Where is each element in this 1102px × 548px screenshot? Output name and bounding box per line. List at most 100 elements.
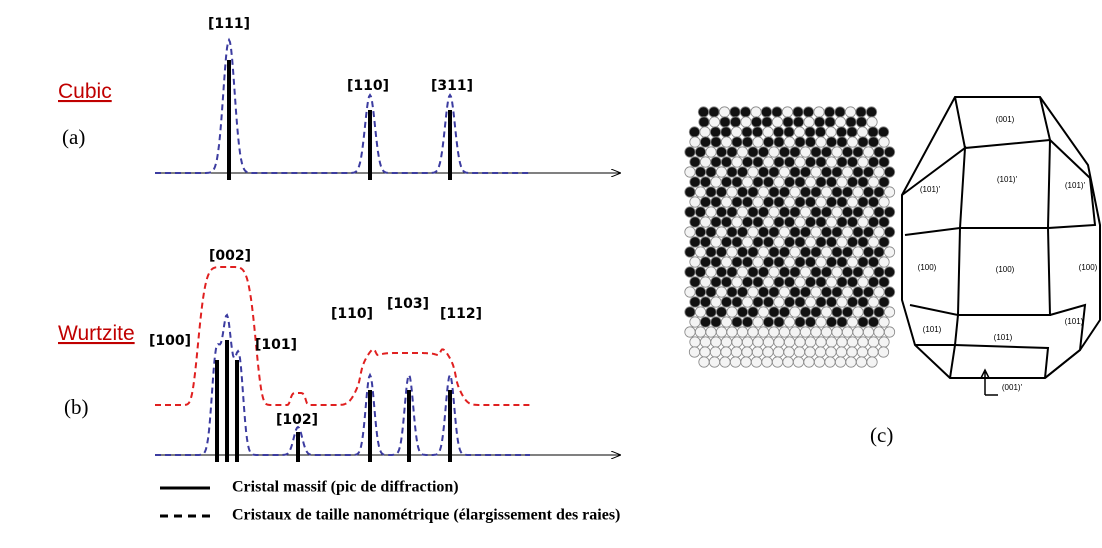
atom (810, 226, 822, 238)
atom (773, 296, 785, 308)
atom (804, 256, 817, 268)
atom (761, 116, 773, 128)
atom (782, 116, 794, 128)
atom (751, 126, 764, 138)
atom (794, 156, 806, 168)
atom (799, 246, 812, 258)
atom (694, 286, 707, 298)
atom (740, 356, 752, 368)
atom (836, 176, 848, 188)
atom (804, 176, 817, 188)
atom (736, 326, 749, 338)
atom (846, 176, 859, 188)
atom (852, 266, 864, 278)
atom (836, 196, 848, 208)
atom (867, 216, 880, 228)
atom (793, 346, 806, 358)
atom (762, 296, 775, 308)
atom (862, 246, 875, 258)
atom (815, 316, 827, 328)
atom (773, 276, 785, 288)
atom (810, 206, 822, 218)
atom (815, 196, 827, 208)
atom (684, 166, 696, 178)
atom (852, 146, 864, 158)
atom (862, 146, 875, 158)
atom (762, 236, 775, 248)
atom (810, 246, 822, 258)
bulk-peaks (215, 60, 452, 462)
atom (710, 216, 722, 228)
atom (715, 306, 728, 318)
atom (705, 166, 717, 178)
atom (857, 236, 869, 248)
atom (768, 206, 780, 218)
structure-label: Wurtzite (58, 322, 135, 345)
atom (852, 206, 864, 218)
peak-label: [100] (149, 333, 191, 349)
atom (783, 216, 796, 228)
atom (873, 266, 885, 278)
atom (699, 316, 712, 328)
arrow-icon (980, 368, 998, 396)
atom (778, 206, 791, 218)
atom (831, 166, 843, 178)
atom (720, 136, 733, 148)
atom (867, 156, 880, 168)
atom (857, 296, 869, 308)
atom (867, 296, 880, 308)
facet-label: (100) (996, 265, 1015, 274)
atom (731, 316, 743, 328)
atom (778, 326, 791, 338)
atom (804, 136, 817, 148)
atom (804, 336, 817, 348)
atom (820, 166, 833, 178)
atom (726, 266, 738, 278)
atom (705, 306, 717, 318)
atom (684, 186, 696, 198)
atom (705, 266, 717, 278)
atom (736, 146, 749, 158)
atom (862, 266, 875, 278)
facet-label: (101)' (997, 175, 1018, 184)
atom (846, 336, 859, 348)
facet-label: (001)' (1002, 383, 1023, 392)
atom (760, 106, 773, 118)
atom (810, 286, 822, 298)
atom (883, 286, 896, 298)
atom (789, 146, 801, 158)
atom (705, 186, 717, 198)
atom (883, 186, 896, 198)
atom (747, 226, 759, 238)
atom (814, 346, 827, 358)
broadened-peak (155, 37, 530, 174)
atom (710, 196, 722, 208)
atom (772, 126, 785, 138)
atom (694, 326, 707, 338)
atom (710, 276, 722, 288)
atom (762, 126, 774, 138)
atom (834, 106, 846, 118)
atom (794, 336, 806, 348)
atom (757, 226, 770, 238)
atom (726, 186, 738, 198)
atom (789, 326, 801, 338)
atom (831, 266, 843, 278)
atom (726, 326, 738, 338)
atom (715, 226, 728, 238)
atom (883, 226, 896, 238)
atom (804, 346, 816, 358)
atom (878, 276, 890, 288)
atom (810, 266, 822, 278)
facet-label: (101)' (1065, 181, 1086, 190)
atom (834, 356, 847, 368)
atom (694, 226, 707, 238)
atom (867, 236, 880, 248)
atom (878, 196, 890, 208)
atom (862, 306, 875, 318)
atom (710, 256, 722, 268)
atom (736, 246, 749, 258)
atom (856, 126, 869, 138)
atom (810, 306, 822, 318)
atom (836, 256, 848, 268)
